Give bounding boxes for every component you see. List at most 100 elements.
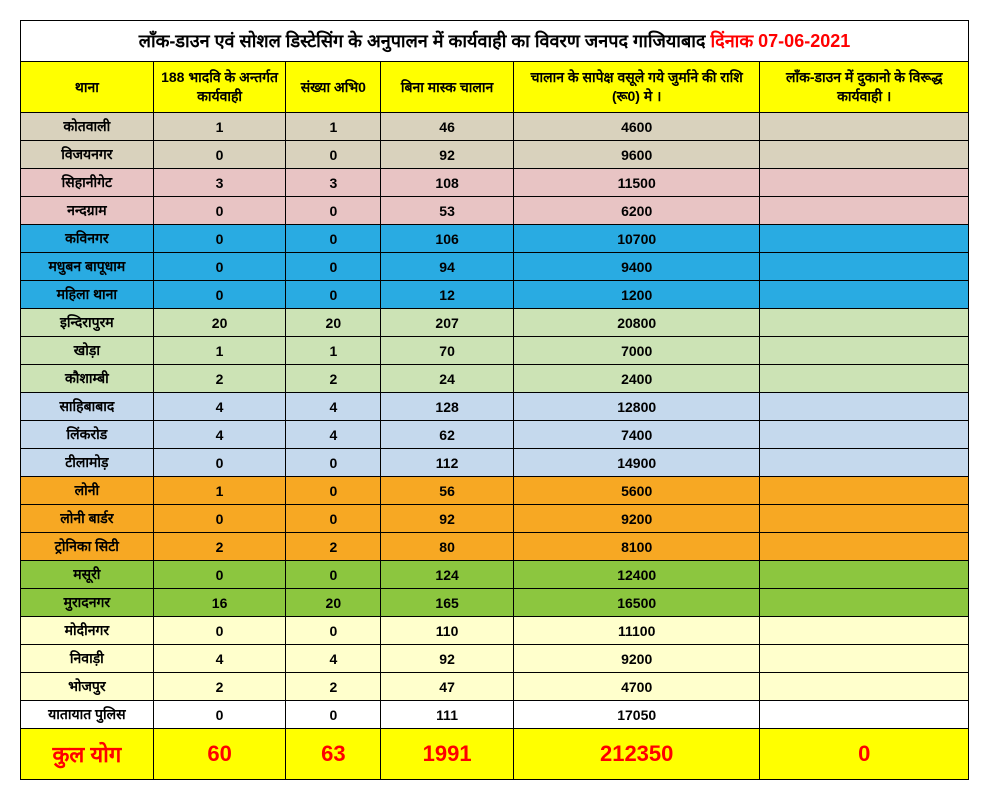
table-row: खोड़ा11707000 bbox=[21, 337, 969, 365]
table-cell bbox=[760, 421, 969, 449]
total-188: 60 bbox=[153, 729, 286, 780]
col-header-188: 188 भादवि के अन्तर्गत कार्यवाही bbox=[153, 62, 286, 113]
table-cell: 24 bbox=[381, 365, 514, 393]
table-cell: 4 bbox=[153, 393, 286, 421]
table-cell: 8100 bbox=[513, 533, 759, 561]
table-cell: 20 bbox=[286, 589, 381, 617]
table-cell: 2 bbox=[153, 673, 286, 701]
table-cell bbox=[760, 533, 969, 561]
table-cell: 0 bbox=[286, 281, 381, 309]
col-header-mask: बिना मास्क चालान bbox=[381, 62, 514, 113]
table-cell: 7000 bbox=[513, 337, 759, 365]
table-cell: 16500 bbox=[513, 589, 759, 617]
col-header-thana: थाना bbox=[21, 62, 154, 113]
table-row: लोनी10565600 bbox=[21, 477, 969, 505]
table-cell: 20 bbox=[153, 309, 286, 337]
table-cell: इन्दिरापुरम bbox=[21, 309, 154, 337]
table-cell: 12800 bbox=[513, 393, 759, 421]
table-cell: कविनगर bbox=[21, 225, 154, 253]
table-cell: 3 bbox=[286, 169, 381, 197]
table-row: लिंकरोड44627400 bbox=[21, 421, 969, 449]
table-cell: 6200 bbox=[513, 197, 759, 225]
table-cell: 80 bbox=[381, 533, 514, 561]
table-cell: 7400 bbox=[513, 421, 759, 449]
table-row: सिहानीगेट3310811500 bbox=[21, 169, 969, 197]
table-cell: 0 bbox=[153, 141, 286, 169]
table-cell: मुरादनगर bbox=[21, 589, 154, 617]
table-row: कौशाम्बी22242400 bbox=[21, 365, 969, 393]
table-cell: 2 bbox=[153, 365, 286, 393]
table-cell: टीलामोड़ bbox=[21, 449, 154, 477]
table-cell: 5600 bbox=[513, 477, 759, 505]
table-cell: निवाड़ी bbox=[21, 645, 154, 673]
table-cell bbox=[760, 141, 969, 169]
table-row: विजयनगर00929600 bbox=[21, 141, 969, 169]
table-cell: 1 bbox=[153, 113, 286, 141]
table-row: मुरादनगर162016516500 bbox=[21, 589, 969, 617]
table-cell: 1 bbox=[286, 337, 381, 365]
table-cell: मधुबन बापूधाम bbox=[21, 253, 154, 281]
table-cell: 4 bbox=[286, 421, 381, 449]
title-date: दिंनाक 07-06-2021 bbox=[710, 31, 850, 51]
table-cell: 0 bbox=[286, 225, 381, 253]
table-cell: 2 bbox=[286, 533, 381, 561]
table-cell: सिहानीगेट bbox=[21, 169, 154, 197]
table-cell: 17050 bbox=[513, 701, 759, 729]
total-mask: 1991 bbox=[381, 729, 514, 780]
table-cell: 207 bbox=[381, 309, 514, 337]
table-cell: लोनी bbox=[21, 477, 154, 505]
table-cell: महिला थाना bbox=[21, 281, 154, 309]
table-body: कोतवाली11464600विजयनगर00929600सिहानीगेट3… bbox=[21, 113, 969, 729]
table-cell: 0 bbox=[286, 253, 381, 281]
table-cell: 20 bbox=[286, 309, 381, 337]
total-sankhya: 63 bbox=[286, 729, 381, 780]
table-cell: 46 bbox=[381, 113, 514, 141]
table-cell: 4 bbox=[153, 421, 286, 449]
table-cell bbox=[760, 365, 969, 393]
table-cell: 2 bbox=[286, 365, 381, 393]
total-lockdown: 0 bbox=[760, 729, 969, 780]
table-cell: 2 bbox=[153, 533, 286, 561]
table-cell: 0 bbox=[153, 561, 286, 589]
table-cell: 0 bbox=[286, 477, 381, 505]
table-cell: 0 bbox=[153, 253, 286, 281]
table-cell: 9200 bbox=[513, 645, 759, 673]
table-cell: 165 bbox=[381, 589, 514, 617]
report-title: लॉंक-डाउन एवं सोशल डिस्टेसिंग के अनुपालन… bbox=[21, 21, 969, 62]
table-cell: 47 bbox=[381, 673, 514, 701]
table-row: मसूरी0012412400 bbox=[21, 561, 969, 589]
title-text: लॉंक-डाउन एवं सोशल डिस्टेसिंग के अनुपालन… bbox=[139, 31, 706, 51]
table-cell: 16 bbox=[153, 589, 286, 617]
table-cell: 1 bbox=[153, 477, 286, 505]
table-row: निवाड़ी44929200 bbox=[21, 645, 969, 673]
table-cell: 9200 bbox=[513, 505, 759, 533]
table-cell: 92 bbox=[381, 141, 514, 169]
table-cell: खोड़ा bbox=[21, 337, 154, 365]
table-cell: 0 bbox=[286, 505, 381, 533]
table-row: महिला थाना00121200 bbox=[21, 281, 969, 309]
table-cell: 1 bbox=[153, 337, 286, 365]
table-cell: 110 bbox=[381, 617, 514, 645]
table-row: लोनी बार्डर00929200 bbox=[21, 505, 969, 533]
table-cell bbox=[760, 617, 969, 645]
table-cell bbox=[760, 673, 969, 701]
table-cell: 4 bbox=[286, 393, 381, 421]
table-cell: 112 bbox=[381, 449, 514, 477]
table-cell: ट्रोनिका सिटी bbox=[21, 533, 154, 561]
table-cell: 4700 bbox=[513, 673, 759, 701]
table-cell bbox=[760, 561, 969, 589]
table-cell: 9400 bbox=[513, 253, 759, 281]
col-header-fine: चालान के सापेक्ष वसूले गये जुर्माने की र… bbox=[513, 62, 759, 113]
table-cell: 4600 bbox=[513, 113, 759, 141]
table-row: भोजपुर22474700 bbox=[21, 673, 969, 701]
table-cell: 4 bbox=[153, 645, 286, 673]
table-cell: 9600 bbox=[513, 141, 759, 169]
title-row: लॉंक-डाउन एवं सोशल डिस्टेसिंग के अनुपालन… bbox=[21, 21, 969, 62]
table-cell: 53 bbox=[381, 197, 514, 225]
table-row: मोदीनगर0011011100 bbox=[21, 617, 969, 645]
table-row: टीलामोड़0011214900 bbox=[21, 449, 969, 477]
table-cell: 12 bbox=[381, 281, 514, 309]
table-cell bbox=[760, 225, 969, 253]
table-cell: कौशाम्बी bbox=[21, 365, 154, 393]
table-cell: 70 bbox=[381, 337, 514, 365]
